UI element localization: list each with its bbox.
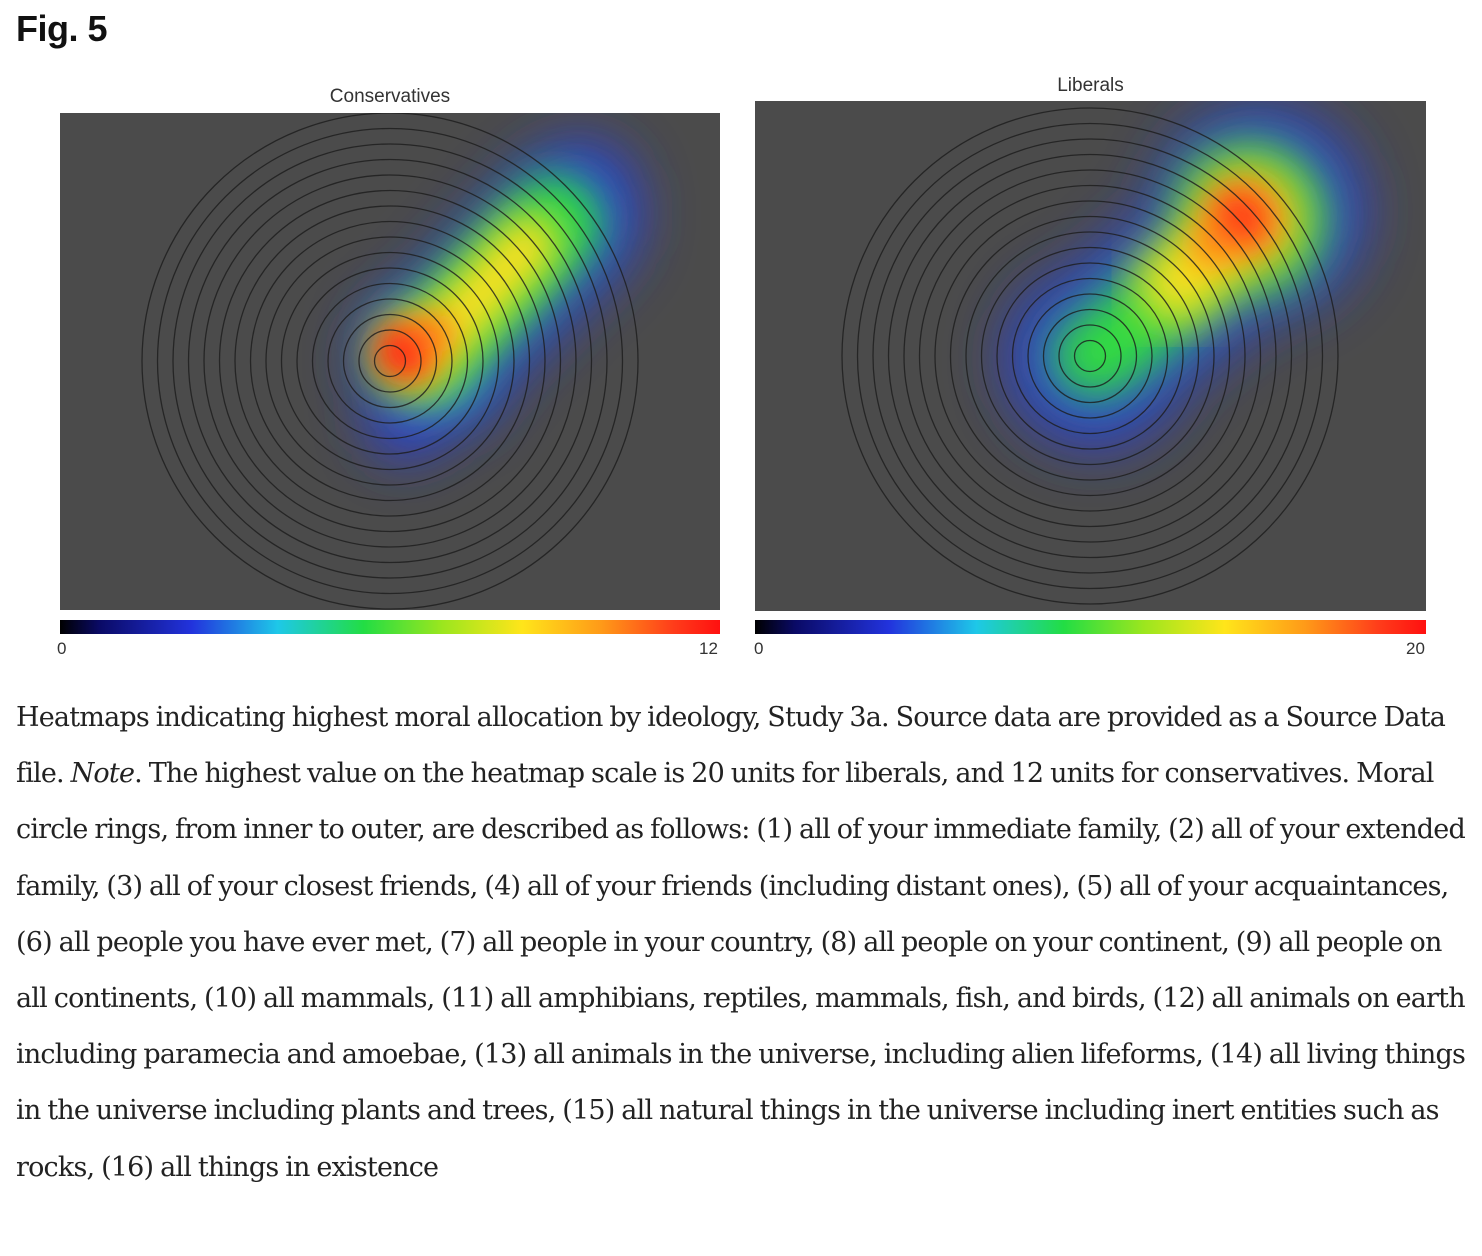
moral-ring: [141, 113, 639, 610]
panel-title-conservatives: Conservatives: [329, 86, 451, 107]
colorbar-max-label-conservatives: 12: [699, 639, 718, 658]
moral-ring: [949, 215, 1231, 497]
moral-ring: [1042, 308, 1138, 404]
heat-blobs: [360, 143, 638, 458]
figure-caption: Heatmaps indicating highest moral alloca…: [16, 690, 1468, 1196]
moral-ring: [203, 174, 577, 548]
colorbar-liberals: [755, 620, 1426, 634]
moral-ring: [872, 138, 1308, 574]
heatmap-conservatives: [60, 113, 720, 610]
moral-ring: [373, 344, 407, 378]
colorbar-max-label-liberals: 20: [1406, 639, 1425, 658]
caption-part2: . The highest value on the heatmap scale…: [16, 758, 1466, 1183]
moral-ring: [918, 184, 1262, 528]
caption-part1: Heatmaps indicating highest moral alloca…: [16, 702, 1446, 790]
moral-ring: [841, 107, 1339, 605]
colorbar-conservatives: [60, 620, 720, 634]
moral-ring: [1058, 324, 1122, 388]
moral-ring: [980, 246, 1200, 466]
moral-ring: [903, 169, 1277, 543]
moral-ring: [311, 282, 469, 440]
moral-ring: [156, 127, 624, 595]
figure-label: Fig. 5: [16, 8, 108, 49]
heatmap-liberals: [755, 101, 1426, 611]
heat-blobs: [1010, 111, 1360, 444]
moral-ring: [218, 189, 562, 533]
caption-note: Note: [70, 758, 135, 790]
moral-ring: [234, 205, 546, 517]
moral-ring: [996, 262, 1184, 450]
moral-ring: [249, 220, 531, 502]
panel-title-liberals: Liberals: [1057, 75, 1124, 96]
colorbar-min-label-conservatives: 0: [57, 639, 67, 658]
moral-ring: [280, 251, 500, 471]
moral-ring: [187, 158, 593, 564]
moral-ring: [296, 267, 484, 455]
moral-ring: [342, 313, 438, 409]
moral-circle-rings: [141, 113, 639, 610]
moral-ring: [1073, 339, 1107, 373]
moral-ring: [358, 329, 422, 393]
moral-ring: [965, 231, 1215, 481]
heat-layer-red: [1190, 187, 1272, 266]
heatmap-conservatives-svg: [141, 113, 639, 610]
moral-ring: [265, 236, 515, 486]
moral-ring: [1027, 293, 1153, 419]
moral-ring: [1011, 277, 1169, 435]
moral-ring: [856, 122, 1324, 590]
heatmap-liberals-svg: [841, 107, 1360, 605]
moral-ring: [172, 143, 608, 579]
moral-ring: [327, 298, 453, 424]
moral-ring: [887, 153, 1293, 559]
moral-circle-rings: [841, 107, 1339, 605]
heat-layer-red: [377, 315, 450, 379]
moral-ring: [934, 200, 1246, 512]
colorbar-min-label-liberals: 0: [754, 639, 764, 658]
